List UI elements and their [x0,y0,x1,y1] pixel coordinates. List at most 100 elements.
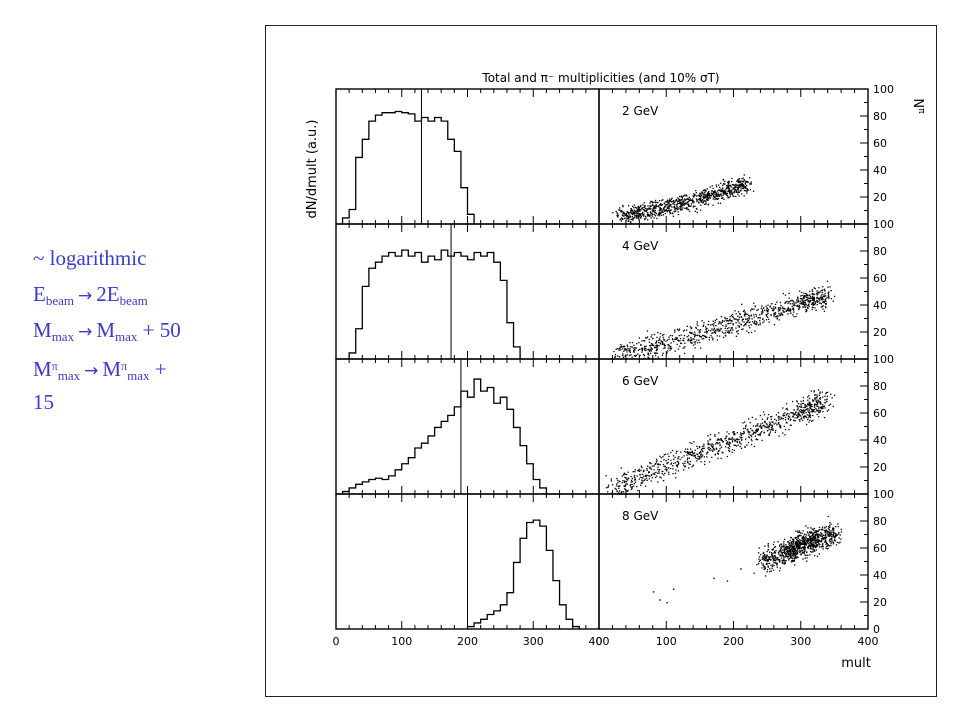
scatter-point [792,400,794,403]
scatter-point [767,549,770,551]
scatter-point [671,335,674,337]
scatter-point [830,543,832,545]
scatter-point [676,200,679,202]
scatter-point [761,430,763,433]
scatter-point [820,541,823,543]
scatter-point [616,214,618,217]
scatter-point [782,562,784,565]
scatter-point [698,335,701,337]
scatter-point [692,206,694,208]
scatter-point [618,485,620,488]
scatter-point [752,425,755,427]
scatter-point [756,428,758,430]
scatter-point [631,486,634,488]
scatter-point [825,307,827,309]
y-tick-label: 40 [873,434,887,447]
scatter-point [724,327,726,330]
scatter-point [658,341,660,344]
scatter-point [663,345,666,347]
scatter-point [745,425,747,428]
scatter-point [616,490,618,492]
scatter-point [777,541,779,543]
scatter-point [758,560,760,563]
scatter-point [773,569,775,571]
scatter-point [805,542,807,545]
scatter-point [691,199,693,202]
scatter-point [802,297,805,299]
scatter-point [712,325,715,327]
scatter-point [647,213,650,216]
scatter-point [749,431,751,433]
scatter-point [633,347,635,349]
scatter-point [707,196,709,198]
scatter-point [649,205,651,207]
scatter-point [763,309,766,311]
scatter-point [681,205,684,207]
scatter-point [787,302,789,304]
scatter-point [774,546,777,548]
scatter-point [780,308,782,310]
scatter-point [802,416,805,418]
scatter-point [765,557,767,560]
scatter-point [800,418,802,420]
scatter-point [787,552,790,554]
scatter-point [644,218,646,220]
scatter-point [772,543,775,546]
scatter-point [808,305,810,308]
scatter-point [787,546,789,548]
scatter-point [792,308,794,310]
scatter-point [623,215,625,217]
scatter-point [783,563,785,565]
scatter-point [815,537,817,540]
scatter-point [728,448,730,450]
scatter-point [741,439,743,441]
scatter-point [726,443,728,445]
scatter-point [780,304,782,307]
scatter-point [787,417,790,420]
scatter-point [647,205,649,207]
scatter-point [757,434,760,436]
scatter-point [816,540,818,543]
scatter-point [772,308,774,311]
scatter-point [672,339,674,341]
scatter-point [655,212,657,215]
scatter-point [815,301,817,303]
scatter-point [650,214,652,216]
scatter-point [797,543,800,546]
scatter-point [813,555,816,557]
scatter-point [714,332,717,334]
note-e: E [33,282,46,306]
scatter-point [743,189,746,192]
scatter-point [794,420,796,422]
scatter-point [622,215,624,217]
scatter-point [658,210,660,212]
scatter-point [816,410,818,412]
scatter-point [739,442,741,444]
scatter-point [803,295,805,297]
scatter-point [624,348,626,350]
scatter-point [696,453,698,455]
scatter-point [737,320,739,322]
scatter-point [796,541,798,544]
scatter-point [634,469,636,471]
scatter-point [811,544,813,546]
scatter-point [627,477,630,480]
scatter-point [706,193,708,195]
scatter-point [687,448,689,450]
scatter-point [773,312,775,315]
scatter-point [829,538,831,540]
scatter-point [817,297,819,300]
scatter-point [797,298,799,300]
scatter-point [610,478,612,480]
scatter-point [783,544,785,547]
scatter-point [675,336,677,339]
scatter-point [668,345,670,347]
scatter-point [738,178,740,180]
scatter-point [790,418,792,421]
scatter-point [684,460,686,462]
scatter-point [832,543,835,545]
scatter-point [733,431,735,433]
scatter-point [677,339,680,342]
scatter-point [808,540,810,542]
scatter-point [809,299,812,302]
